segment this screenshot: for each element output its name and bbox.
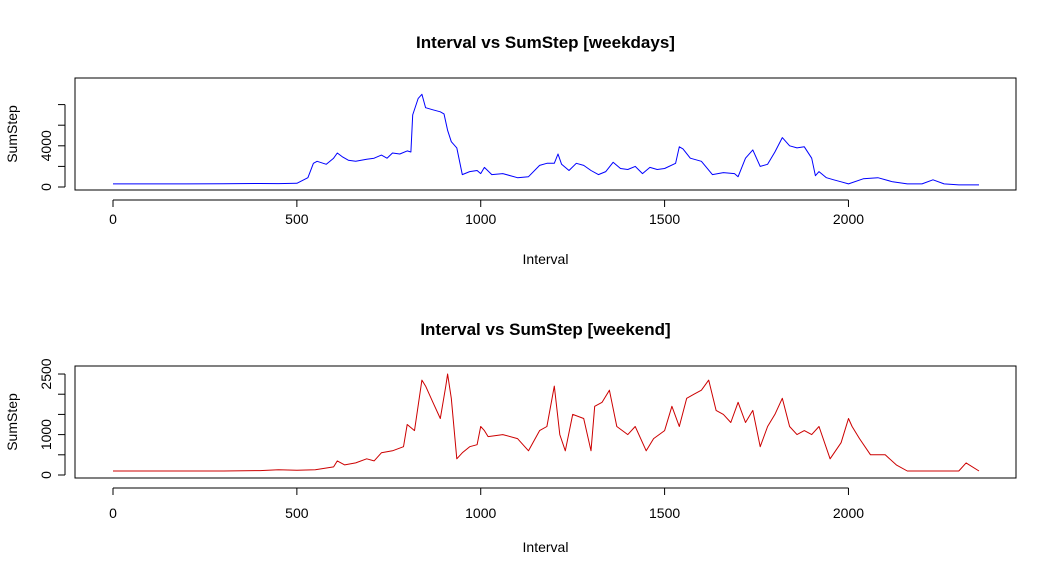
x-axis-label: Interval xyxy=(523,251,569,267)
y-tick-label: 0 xyxy=(38,183,54,191)
chart-title: Interval vs SumStep [weekend] xyxy=(420,320,670,339)
x-tick-label: 0 xyxy=(109,211,117,227)
x-tick-label: 1000 xyxy=(465,211,496,227)
series-line xyxy=(113,93,979,186)
series-line xyxy=(113,373,980,472)
y-tick-label: 0 xyxy=(38,471,54,479)
x-tick-label: 1500 xyxy=(649,505,680,521)
y-axis-label: SumStep xyxy=(4,393,20,451)
plot-frame xyxy=(74,365,1017,479)
x-tick-label: 500 xyxy=(285,505,309,521)
chart-title: Interval vs SumStep [weekdays] xyxy=(416,33,675,52)
y-tick-label: 2500 xyxy=(38,358,54,389)
x-tick-label: 2000 xyxy=(833,505,864,521)
x-tick-label: 2000 xyxy=(833,211,864,227)
y-tick-label: 4000 xyxy=(38,130,54,161)
y-axis-label: SumStep xyxy=(4,105,20,163)
y-tick-label: 1000 xyxy=(38,419,54,450)
plot-frame xyxy=(74,77,1017,191)
x-tick-label: 1000 xyxy=(465,505,496,521)
x-tick-label: 500 xyxy=(285,211,309,227)
x-axis-label: Interval xyxy=(523,539,569,555)
x-tick-label: 0 xyxy=(109,505,117,521)
weekdays-panel: Interval vs SumStep [weekdays] 0 500 1000 15… xyxy=(4,33,1017,267)
weekend-panel: Interval vs SumStep [weekend] 0 500 1000 150… xyxy=(4,320,1017,555)
x-tick-label: 1500 xyxy=(649,211,680,227)
